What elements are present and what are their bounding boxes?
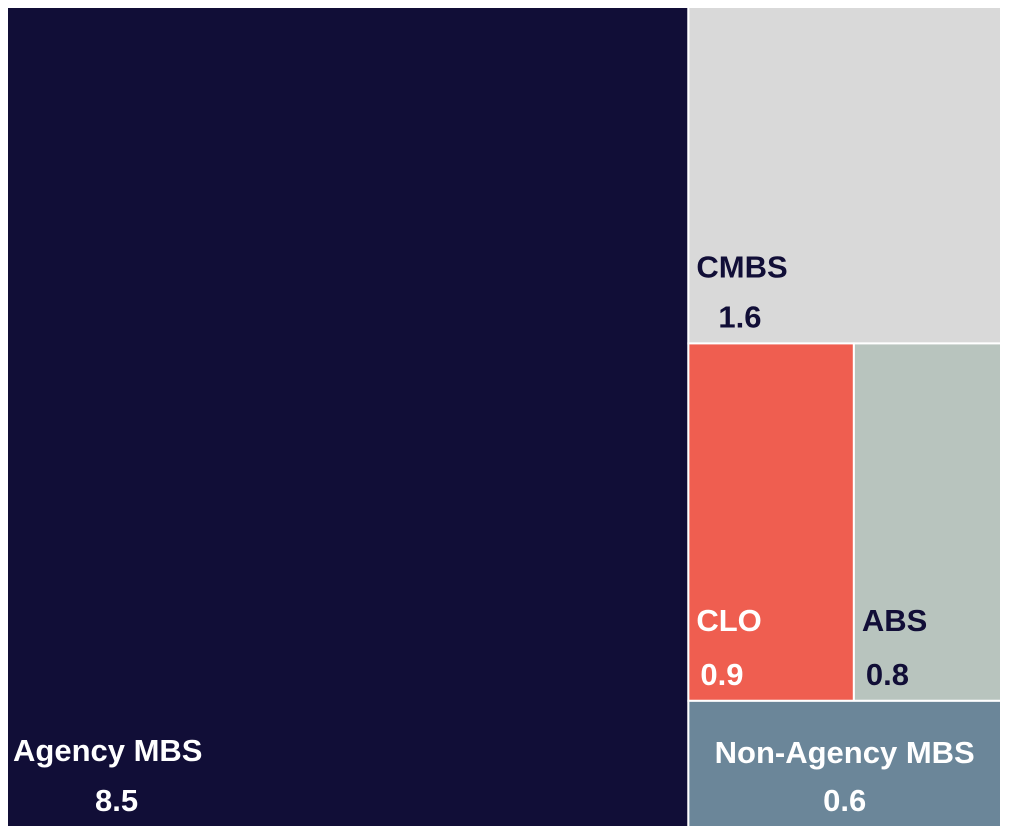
tile-value-cmbs: 1.6 <box>718 299 761 334</box>
tile-label-abs: ABS <box>862 603 927 638</box>
tile-value-non-agency-mbs: 0.6 <box>823 783 866 818</box>
tile-cmbs <box>687 6 1002 345</box>
tile-clo <box>687 342 855 702</box>
tile-label-cmbs: CMBS <box>696 249 787 284</box>
tile-value-agency-mbs: 8.5 <box>95 783 138 818</box>
tile-label-non-agency-mbs: Non-Agency MBS <box>715 735 975 770</box>
tile-agency-mbs <box>6 6 690 828</box>
tile-value-clo: 0.9 <box>700 657 743 692</box>
tile-abs <box>852 342 1002 702</box>
tile-value-abs: 0.8 <box>866 657 909 692</box>
tile-label-agency-mbs: Agency MBS <box>13 733 202 768</box>
tile-label-clo: CLO <box>696 603 761 638</box>
tile-non-agency-mbs <box>687 699 1002 828</box>
